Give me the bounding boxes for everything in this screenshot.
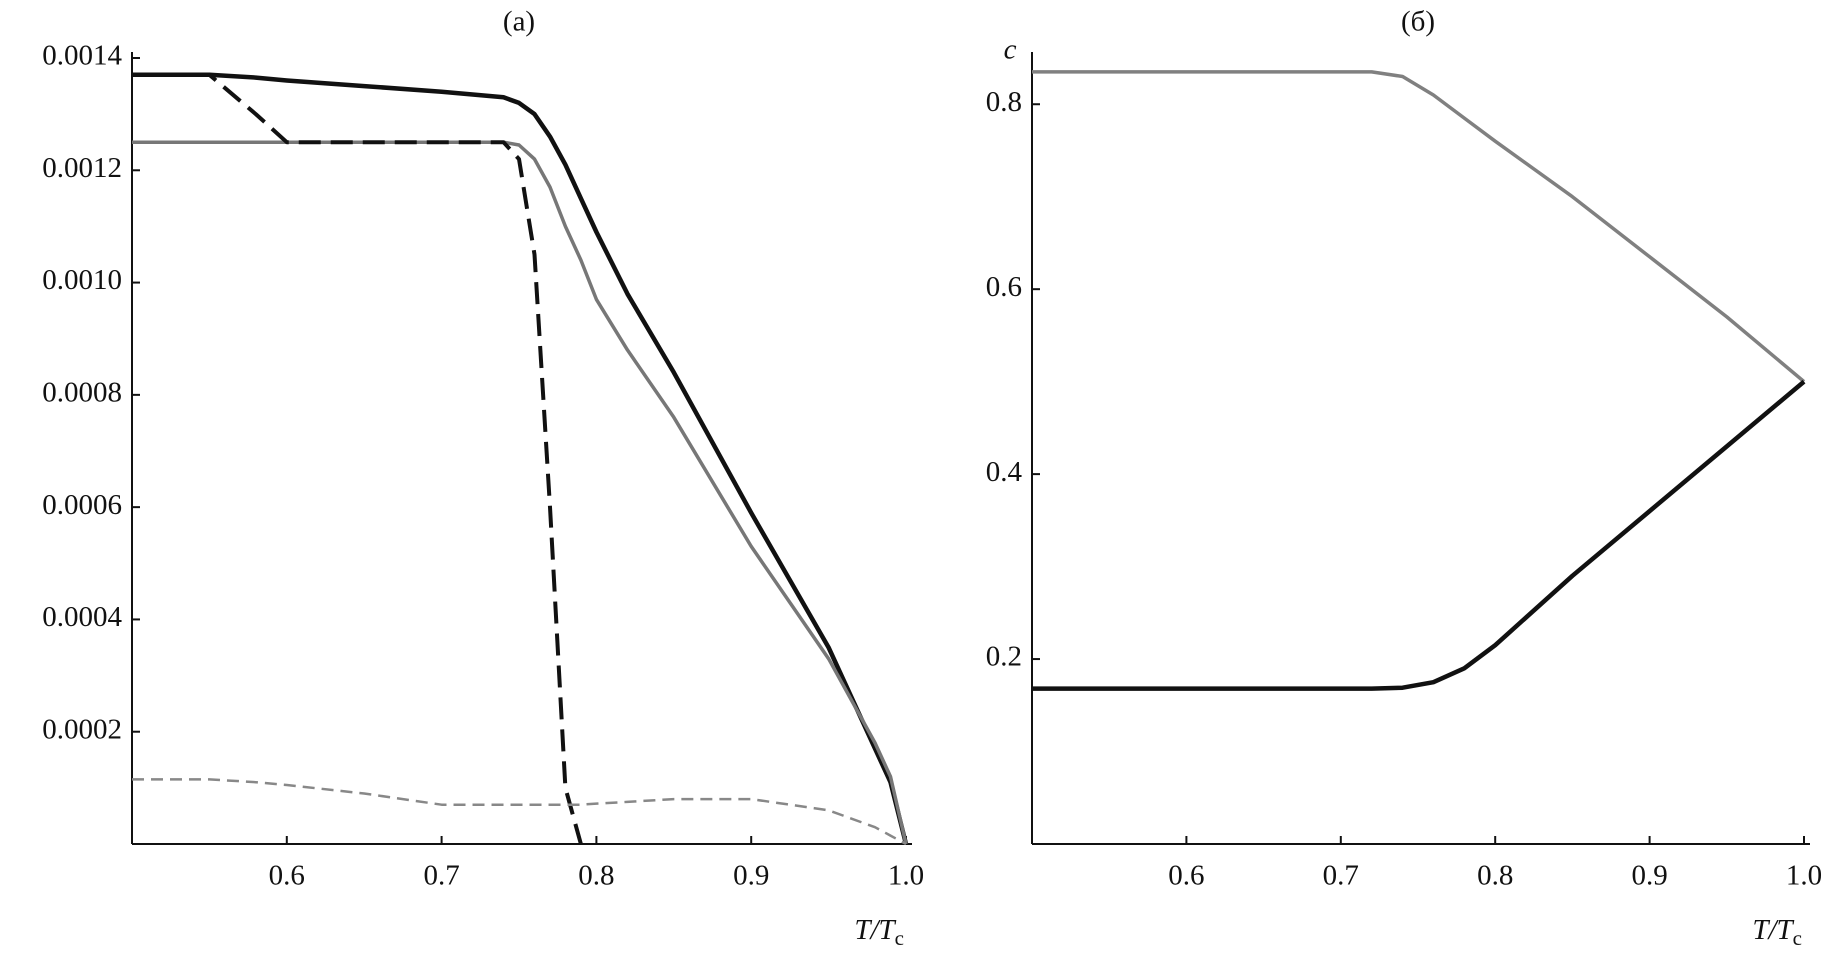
x-axis-label-subscript: c xyxy=(895,926,904,950)
y-tick-label: 0.4 xyxy=(986,456,1023,488)
y-axis-label: c xyxy=(1004,34,1017,66)
y-tick-label: 0.0006 xyxy=(42,489,122,521)
chart-title: (a) xyxy=(503,6,535,38)
x-tick-label: 0.6 xyxy=(269,860,305,892)
data-line xyxy=(1032,379,1806,691)
y-tick-label: 0.6 xyxy=(986,271,1022,303)
y-tick-label: 0.0008 xyxy=(42,377,122,409)
x-axis-label: T/Tc xyxy=(854,914,904,950)
x-axis-label-subscript: c xyxy=(1793,926,1802,950)
x-axis-label-main: T/T xyxy=(1752,914,1794,946)
data-line xyxy=(132,778,907,846)
x-tick-label: 0.9 xyxy=(733,860,769,892)
x-tick-label: 0.6 xyxy=(1168,860,1204,892)
x-tick-label: 0.9 xyxy=(1631,860,1667,892)
x-tick-label: 0.8 xyxy=(1477,860,1513,892)
y-tick-label: 0.0010 xyxy=(42,264,122,296)
x-tick-label: 0.8 xyxy=(578,860,614,892)
x-tick-label: 0.7 xyxy=(1323,860,1359,892)
x-axis-label-main: T/T xyxy=(854,914,896,946)
y-tick-label: 0.0012 xyxy=(42,152,122,184)
x-axis-label: T/Tc xyxy=(1752,914,1802,950)
y-tick-label: 0.2 xyxy=(986,641,1022,673)
x-tick-label: 0.7 xyxy=(423,860,459,892)
y-tick-label: 0.0014 xyxy=(42,40,122,72)
y-tick-label: 0.0002 xyxy=(42,713,122,745)
data-line xyxy=(132,72,909,845)
data-line xyxy=(1032,70,1806,383)
chart-title: (б) xyxy=(1401,6,1435,38)
data-line xyxy=(132,140,908,845)
x-tick-label: 1.0 xyxy=(888,860,924,892)
y-tick-label: 0.8 xyxy=(986,86,1022,118)
x-tick-label: 1.0 xyxy=(1786,860,1822,892)
data-line xyxy=(132,72,583,845)
y-tick-label: 0.0004 xyxy=(42,601,122,633)
